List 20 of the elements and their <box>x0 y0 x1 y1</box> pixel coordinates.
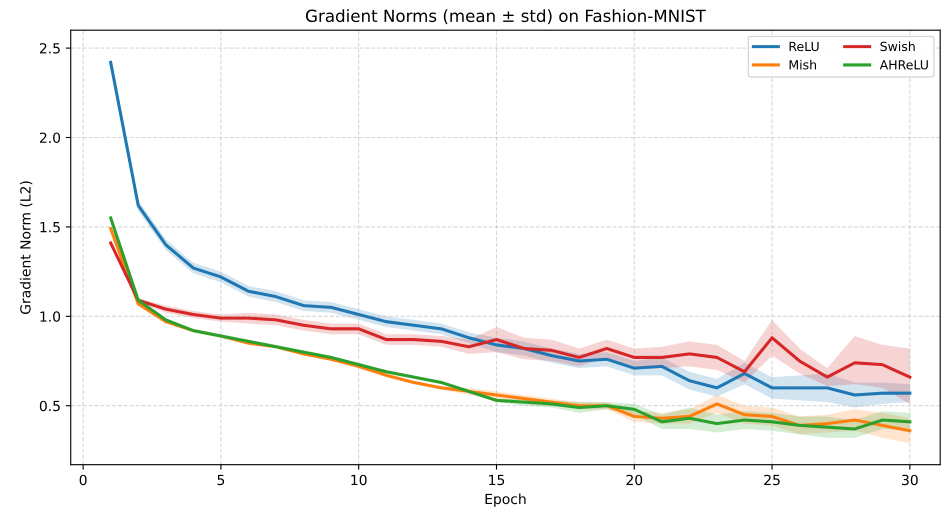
x-tick-label: 10 <box>351 474 367 486</box>
x-tick-label: 20 <box>626 474 642 486</box>
legend-label: AHReLU <box>880 60 928 70</box>
x-tick-label: 5 <box>218 474 224 486</box>
y-axis-title: Gradient Norm (L2) <box>20 181 32 314</box>
y-tick-label: 2.0 <box>40 132 60 143</box>
x-tick-label: 0 <box>80 474 87 486</box>
y-tick-label: 1.5 <box>40 222 60 232</box>
x-tick-label: 25 <box>764 474 780 486</box>
legend-label: ReLU <box>790 42 819 52</box>
legend-label: Mish <box>790 60 816 70</box>
y-tick-label: 2.5 <box>40 43 60 54</box>
line-series <box>109 241 912 379</box>
y-tick-label: 0.5 <box>40 400 60 412</box>
legend-label: Swish <box>880 41 915 52</box>
chart-title: Gradient Norms (mean ± std) on Fashion-MNIST <box>306 9 706 24</box>
y-tick-label: 1.0 <box>40 311 60 322</box>
x-axis-title: Epoch <box>486 493 526 507</box>
x-tick-label: 30 <box>902 474 918 486</box>
x-tick-label: 15 <box>489 474 504 486</box>
